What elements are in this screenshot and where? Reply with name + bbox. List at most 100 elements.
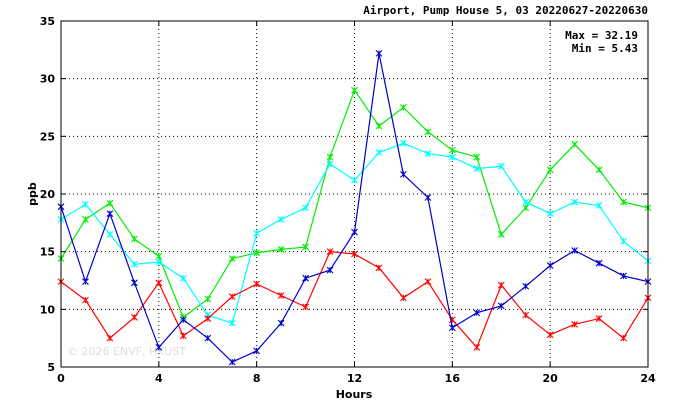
x-tick-label: 8 xyxy=(253,372,261,385)
data-point xyxy=(179,316,187,324)
data-point xyxy=(82,296,89,304)
data-point xyxy=(546,331,554,339)
y-tick-label: 5 xyxy=(47,361,55,374)
data-point xyxy=(351,86,358,94)
series-group xyxy=(57,139,652,327)
data-point xyxy=(277,292,285,299)
data-point xyxy=(620,272,627,280)
x-tick-label: 20 xyxy=(543,372,559,385)
data-point xyxy=(497,281,505,289)
data-point xyxy=(400,139,407,147)
data-point xyxy=(595,259,603,267)
data-point xyxy=(351,250,358,258)
series-line xyxy=(60,53,649,363)
data-point xyxy=(228,358,236,366)
data-point xyxy=(571,320,579,328)
data-point xyxy=(522,282,530,290)
data-point xyxy=(326,248,334,256)
data-point xyxy=(400,171,407,178)
data-point xyxy=(571,247,579,254)
data-point xyxy=(522,204,530,212)
data-point xyxy=(106,199,114,207)
data-point xyxy=(424,278,432,286)
min-label: Min = 5.43 xyxy=(572,42,638,55)
data-point xyxy=(375,50,383,57)
data-point xyxy=(351,228,358,236)
data-point xyxy=(179,274,187,282)
data-point xyxy=(400,294,407,302)
data-point xyxy=(620,237,627,245)
data-point xyxy=(253,249,261,257)
data-point xyxy=(595,166,603,174)
data-point xyxy=(106,210,114,217)
x-axis-label: Hours xyxy=(336,388,373,401)
y-tick-label: 25 xyxy=(40,130,55,143)
data-point xyxy=(375,122,383,130)
data-point xyxy=(302,303,309,311)
data-point xyxy=(82,200,89,208)
y-tick-label: 15 xyxy=(40,246,55,259)
data-point xyxy=(302,274,309,282)
data-point xyxy=(473,153,481,161)
data-point xyxy=(228,293,236,301)
data-point xyxy=(473,165,481,173)
ticks: 0 4 8 12 16 20 24 5 10 15 20 25 30 35 xyxy=(40,15,656,385)
y-tick-label: 20 xyxy=(40,188,56,201)
data-point xyxy=(326,153,334,161)
data-point xyxy=(375,264,383,272)
data-point xyxy=(571,198,579,206)
data-point xyxy=(522,311,530,319)
data-point xyxy=(448,146,456,154)
data-point xyxy=(473,344,481,351)
data-point xyxy=(204,315,212,322)
data-point xyxy=(228,319,236,327)
data-point xyxy=(522,198,530,206)
data-point xyxy=(130,235,138,243)
data-point xyxy=(82,215,89,223)
data-point xyxy=(302,204,309,212)
data-point xyxy=(204,334,212,342)
data-point xyxy=(253,347,261,355)
data-point xyxy=(571,141,579,148)
data-point xyxy=(424,150,432,158)
data-point xyxy=(130,279,138,287)
data-point xyxy=(620,334,627,342)
data-point xyxy=(375,149,383,156)
data-point xyxy=(228,255,236,262)
data-point xyxy=(448,324,456,332)
series-group xyxy=(57,86,652,321)
watermark: © 2026 ENVF, HKUST xyxy=(67,345,186,358)
data-point xyxy=(473,309,481,317)
x-tick-label: 12 xyxy=(347,372,362,385)
data-point xyxy=(546,210,554,217)
data-point xyxy=(302,243,309,251)
data-point xyxy=(424,194,432,201)
data-point xyxy=(400,104,407,111)
series-group xyxy=(57,50,652,366)
data-point xyxy=(155,279,163,287)
data-point xyxy=(277,215,285,223)
data-point xyxy=(155,258,163,266)
series-line xyxy=(60,88,649,319)
data-point xyxy=(620,198,627,206)
x-tick-label: 0 xyxy=(57,372,65,385)
x-tick-label: 24 xyxy=(640,372,656,385)
data-point xyxy=(179,332,187,340)
data-point xyxy=(253,280,261,288)
x-tick-label: 4 xyxy=(155,372,163,385)
max-label: Max = 32.19 xyxy=(565,29,638,42)
data-point xyxy=(424,128,432,136)
data-point xyxy=(106,230,114,238)
data-point xyxy=(326,160,334,168)
x-tick-label: 16 xyxy=(445,372,461,385)
series-layer xyxy=(57,50,652,366)
data-point xyxy=(497,302,505,310)
series-group xyxy=(57,248,652,351)
data-point xyxy=(82,278,89,286)
data-point xyxy=(277,319,285,327)
data-point xyxy=(155,252,163,260)
data-point xyxy=(595,315,603,322)
data-point xyxy=(351,176,358,184)
data-point xyxy=(130,260,138,268)
